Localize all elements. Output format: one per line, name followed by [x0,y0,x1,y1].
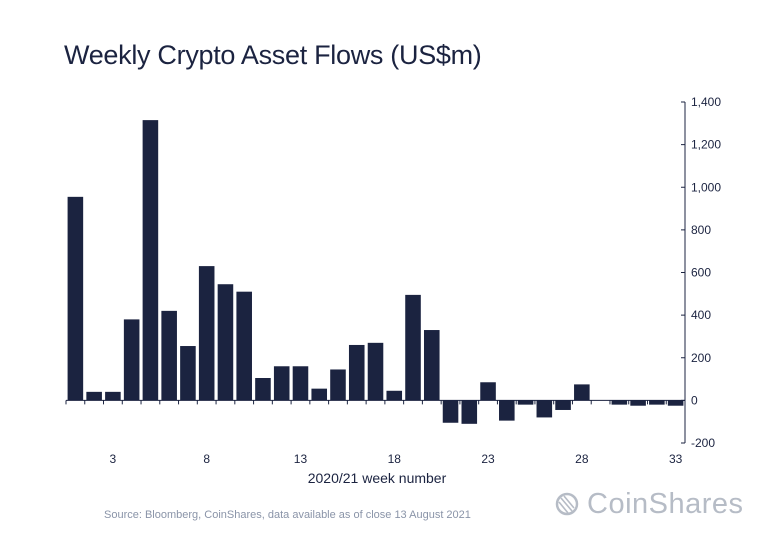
bar-week-17 [367,342,384,401]
coinshares-mark-icon [555,492,579,515]
bar-week-3 [105,391,121,401]
bar-week-15 [330,369,346,401]
x-tick-label: 28 [575,452,589,466]
bar-week-32 [649,400,665,405]
bar-week-20 [423,330,440,401]
bar-week-12 [273,366,290,401]
x-tick-label: 3 [110,452,117,466]
y-tick-label: 800 [691,223,711,237]
x-tick-label: 8 [203,452,210,466]
bar-week-16 [348,344,365,401]
bar-week-24 [499,400,515,421]
bar-week-11 [255,378,271,401]
bar-week-22 [461,400,478,424]
x-tick-label: 33 [669,452,683,466]
bar-week-30 [611,400,628,405]
y-tick-label: -200 [691,436,715,450]
y-tick-label: 400 [691,308,711,322]
bar-week-27 [555,400,571,410]
y-tick-label: 0 [691,393,698,407]
coinshares-logo: CoinShares [555,488,744,521]
bar-week-19 [405,294,421,401]
bar-week-18 [386,390,403,401]
bars-group [67,120,684,424]
bar-week-28 [574,384,590,401]
chart-title: Weekly Crypto Asset Flows (US$m) [64,40,482,70]
bar-week-5 [142,120,159,401]
axes-group: -200 0 200 400 600 800 1,000 1,200 1,400 3 8 13 18 23… [65,95,721,466]
x-tick-label: 18 [388,452,402,466]
bar-week-13 [292,366,309,401]
bar-week-8 [198,266,215,401]
y-tick-label: 1,000 [691,180,721,194]
bar-week-26 [536,400,553,418]
bar-week-6 [161,310,177,401]
bar-week-9 [217,284,234,401]
bar-week-25 [517,400,534,405]
source-note: Source: Bloomberg, CoinShares, data avai… [104,509,471,521]
bar-week-10 [236,291,252,401]
x-axis-label: 2020/21 week number [308,470,447,486]
x-tick-label: 23 [481,452,495,466]
bar-week-1 [67,196,84,401]
y-tick-label: 1,400 [691,95,721,109]
coinshares-wordmark: CoinShares [587,488,744,520]
bar-week-31 [630,400,646,406]
bar-week-21 [442,400,459,423]
bar-week-7 [180,346,196,401]
y-tick-label: 1,200 [691,138,721,152]
bar-week-4 [123,319,140,401]
bar-week-14 [311,388,328,401]
bar-week-23 [480,382,496,401]
y-tick-label: 600 [691,266,711,280]
bar-week-2 [86,391,102,401]
bar-week-33 [667,400,684,406]
y-tick-label: 200 [691,351,711,365]
x-tick-label: 13 [294,452,308,466]
